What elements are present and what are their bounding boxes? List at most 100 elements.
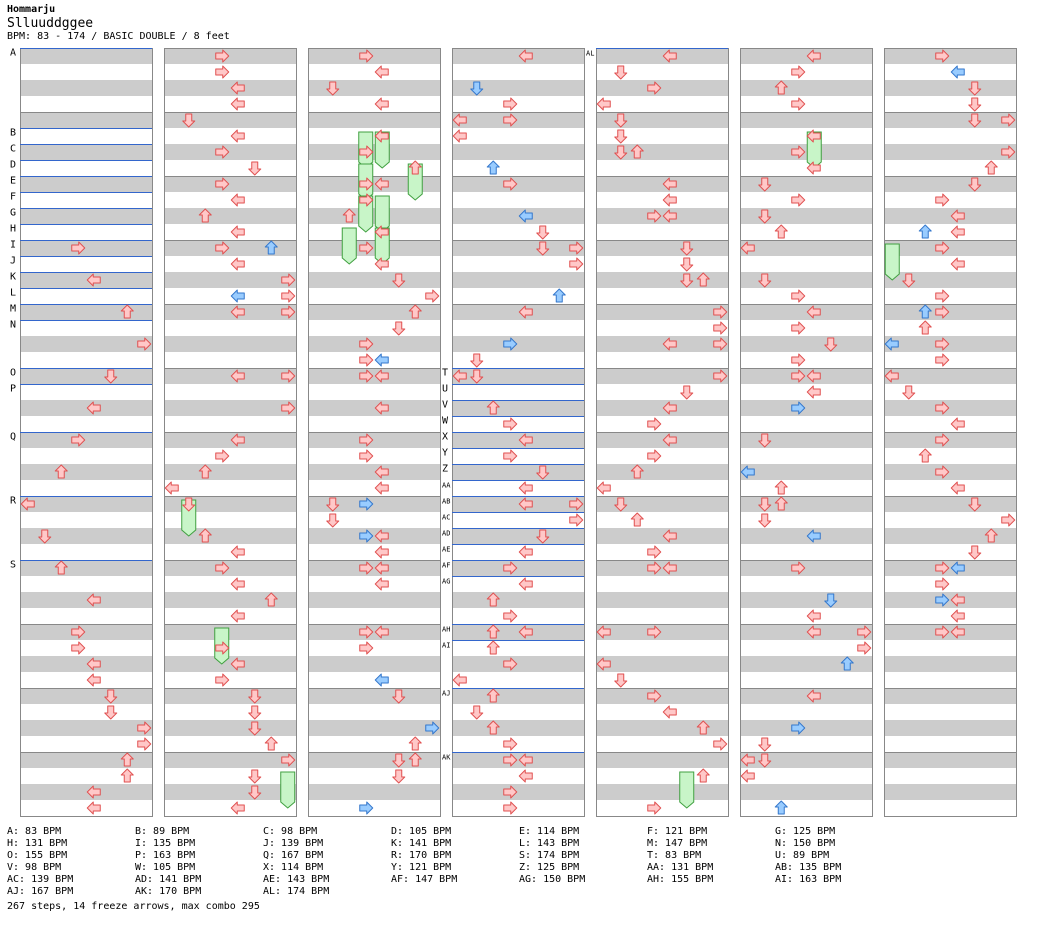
left-arrow-icon [230, 609, 245, 623]
left-arrow-icon [452, 129, 467, 143]
down-arrow-icon [758, 273, 772, 288]
down-arrow-icon [326, 81, 340, 96]
right-arrow-icon [713, 337, 728, 351]
beat-stripe [452, 704, 584, 720]
right-arrow-icon [359, 561, 374, 575]
bpm-legend-entry: AL: 174 BPM [263, 886, 330, 897]
beat-stripe [20, 528, 152, 544]
beat-stripe [164, 144, 296, 160]
down-arrow-icon [968, 81, 982, 96]
down-arrow-icon [248, 705, 262, 720]
beat-stripe [164, 496, 296, 512]
beat-stripe [740, 464, 872, 480]
beat-stripe [596, 480, 728, 496]
left-arrow-icon [374, 529, 389, 543]
down-arrow-icon [758, 433, 772, 448]
left-arrow-icon [740, 753, 755, 767]
bpm-legend-entry: AD: 141 BPM [135, 874, 202, 885]
beat-stripe [452, 304, 584, 320]
bpm-legend-entry: AC: 139 BPM [7, 874, 74, 885]
up-arrow-icon [840, 656, 854, 671]
beat-stripe [20, 368, 152, 384]
left-arrow-icon [662, 193, 677, 207]
left-arrow-icon [662, 561, 677, 575]
beat-stripe [596, 736, 728, 752]
beat-stripe [884, 768, 1016, 784]
left-arrow-icon [230, 289, 245, 303]
up-arrow-icon [630, 464, 644, 479]
beat-stripe [164, 432, 296, 448]
beat-stripe [164, 240, 296, 256]
up-arrow-icon [408, 752, 422, 767]
beat-stripe [452, 640, 584, 656]
left-arrow-icon [662, 529, 677, 543]
bpm-marker-label: N [10, 320, 16, 331]
right-arrow-icon [503, 785, 518, 799]
left-arrow-icon [374, 353, 389, 367]
column-border [740, 48, 873, 817]
beat-stripe [740, 448, 872, 464]
beat-stripe [740, 304, 872, 320]
bpm-marker-label: A [10, 48, 16, 59]
beat-stripe [596, 768, 728, 784]
bpm-legend-entry: W: 105 BPM [135, 862, 196, 873]
down-arrow-icon [536, 241, 550, 256]
down-arrow-icon [968, 497, 982, 512]
beat-stripe [884, 80, 1016, 96]
bpm-legend-entry: Z: 125 BPM [519, 862, 580, 873]
beat-stripe [596, 608, 728, 624]
left-arrow-icon [86, 273, 101, 287]
up-arrow-icon [630, 512, 644, 527]
left-arrow-icon [230, 657, 245, 671]
beat-stripe [308, 784, 440, 800]
beat-stripe [740, 160, 872, 176]
up-arrow-icon [486, 160, 500, 175]
bpm-legend-entry: AB: 135 BPM [775, 862, 842, 873]
beat-stripe [884, 544, 1016, 560]
beat-stripe [740, 656, 872, 672]
up-arrow-icon [264, 240, 278, 255]
bpm-marker-label: H [10, 224, 16, 235]
beat-stripe [884, 720, 1016, 736]
down-arrow-icon [326, 513, 340, 528]
beat-stripe [164, 512, 296, 528]
beat-stripe [308, 128, 440, 144]
beat-stripe [452, 144, 584, 160]
up-arrow-icon [552, 288, 566, 303]
left-arrow-icon [452, 113, 467, 127]
beat-stripe [596, 288, 728, 304]
beat-stripe [20, 480, 152, 496]
beat-stripe [740, 512, 872, 528]
right-arrow-icon [569, 497, 584, 511]
beat-stripe [596, 432, 728, 448]
left-arrow-icon [374, 257, 389, 271]
beat-stripe [20, 256, 152, 272]
chart-column [20, 48, 153, 817]
beat-stripe [452, 64, 584, 80]
beat-stripe [308, 368, 440, 384]
down-arrow-icon [968, 545, 982, 560]
bpm-legend-entry: L: 143 BPM [519, 838, 580, 849]
left-arrow-icon [950, 65, 965, 79]
beat-stripe [164, 368, 296, 384]
beat-stripe [596, 752, 728, 768]
bpm-marker-label: Y [442, 448, 448, 459]
beat-stripe [596, 624, 728, 640]
beat-stripe [308, 64, 440, 80]
down-arrow-icon [104, 705, 118, 720]
bpm-legend-entry: O: 155 BPM [7, 850, 68, 861]
beat-stripe [884, 256, 1016, 272]
beat-stripe [452, 432, 584, 448]
bpm-marker-label: J [10, 256, 16, 267]
beat-stripe [596, 720, 728, 736]
right-arrow-icon [935, 289, 950, 303]
left-arrow-icon [884, 337, 899, 351]
right-arrow-icon [359, 801, 374, 815]
beat-stripe [596, 80, 728, 96]
left-arrow-icon [740, 465, 755, 479]
beat-stripe [596, 688, 728, 704]
left-arrow-icon [518, 49, 533, 63]
beat-stripe [308, 176, 440, 192]
right-arrow-icon [359, 49, 374, 63]
beat-stripe [164, 544, 296, 560]
